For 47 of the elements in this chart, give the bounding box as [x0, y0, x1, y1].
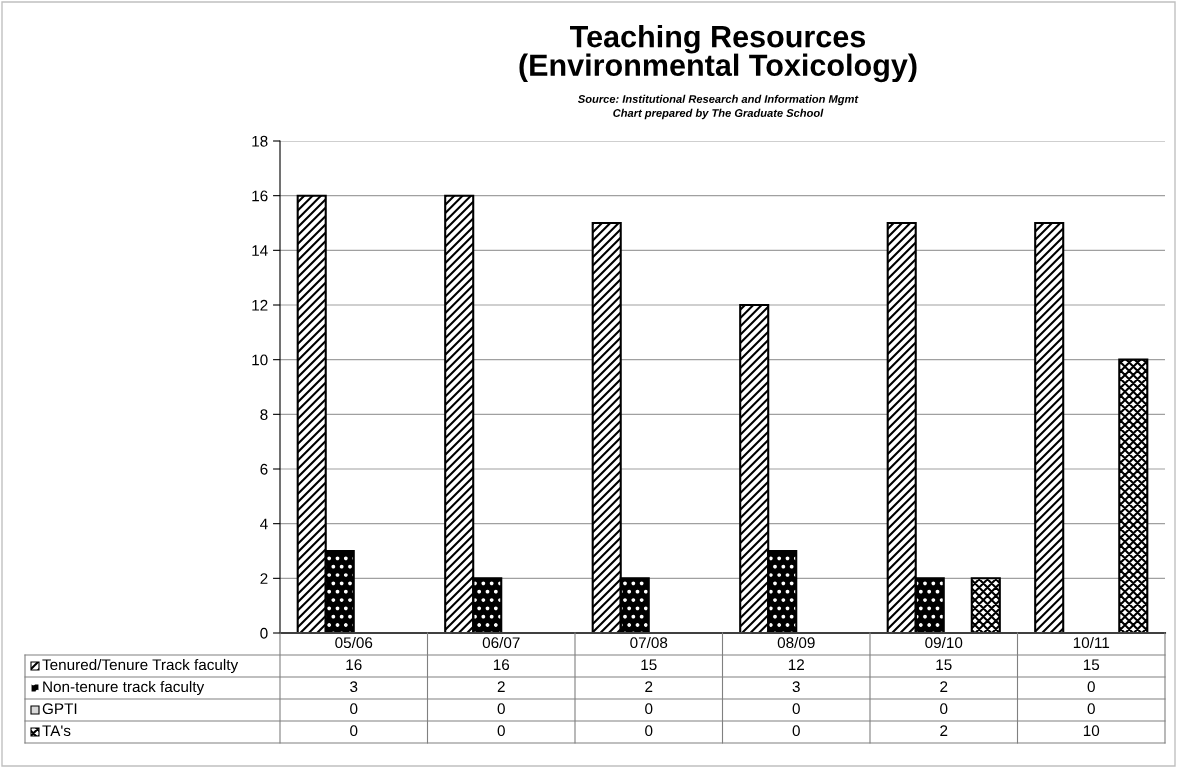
data-label: 2: [940, 725, 948, 736]
data-label: 0: [792, 725, 800, 737]
data-label: 16: [493, 659, 510, 671]
chart-title: Teaching Resources (Environmental Toxicology): [519, 25, 917, 83]
data-label: 0: [645, 703, 653, 715]
x-tick-label: 06/07: [482, 636, 520, 649]
x-tick-label: 08/09: [777, 636, 815, 649]
legend-label: Tenured/Tenure Track faculty: [42, 658, 239, 674]
legend-label: GPTI: [42, 703, 77, 715]
data-label: 0: [350, 703, 358, 715]
x-tick-label: 05/06: [335, 636, 373, 649]
data-label: 0: [1087, 703, 1095, 715]
y-tick-label: 0: [260, 627, 268, 639]
source-note: Source: Institutional Research and Information Mgmt: [577, 94, 859, 106]
y-tick-label: 2: [260, 573, 268, 584]
y-tick-label: 8: [260, 409, 268, 421]
data-label: 0: [1087, 681, 1095, 693]
y-tick-label: 16: [252, 190, 268, 202]
y-tick-label: 6: [260, 463, 268, 475]
data-label: 0: [350, 725, 358, 737]
y-tick-label: 14: [252, 245, 268, 256]
data-label: 2: [497, 681, 505, 692]
data-label: 3: [350, 681, 358, 693]
data-label: 15: [1083, 659, 1100, 671]
y-tick-label: 12: [252, 299, 268, 311]
data-label: 0: [497, 703, 505, 715]
x-tick-label: 07/08: [630, 636, 668, 649]
y-tick-label: 18: [252, 135, 268, 147]
x-tick-label: 09/10: [925, 636, 963, 649]
data-label: 2: [645, 681, 653, 692]
data-label: 10: [1083, 725, 1100, 737]
data-label: 0: [645, 725, 653, 737]
data-label: 3: [792, 681, 800, 693]
data-label: 12: [788, 659, 804, 670]
data-label: 16: [346, 659, 362, 671]
data-label: 15: [936, 659, 952, 671]
text: Chart prepared by The Graduate School: [613, 108, 824, 120]
x-tick-label: 10/11: [1073, 636, 1110, 649]
y-tick-label: 10: [252, 354, 268, 366]
data-label: 2: [940, 681, 948, 692]
y-tick-label: 4: [260, 518, 268, 530]
legend-label: Non-tenure track faculty: [43, 680, 205, 696]
data-label: 0: [792, 703, 800, 715]
data-label: 0: [497, 725, 505, 737]
data-label: 15: [641, 659, 657, 671]
legend-label: TA's: [42, 725, 71, 737]
data-label: 0: [940, 703, 948, 715]
